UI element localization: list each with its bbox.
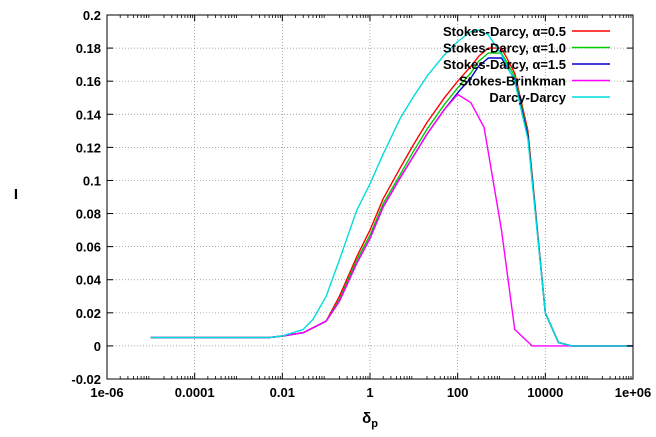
legend-label: Stokes-Darcy, α=0.5: [443, 24, 566, 39]
y-tick-label: 0.12: [76, 140, 101, 155]
x-axis-label-main: δ: [362, 410, 371, 427]
x-axis-label-subscript: p: [371, 418, 378, 430]
x-axis-label: δp: [362, 410, 378, 430]
x-tick-label: 1: [366, 385, 373, 400]
y-tick-label: 0: [94, 339, 101, 354]
y-tick-label: 0.02: [76, 306, 101, 321]
y-tick-label: 0.04: [76, 273, 102, 288]
x-tick-label: 1e-06: [90, 385, 123, 400]
legend-label: Stokes-Darcy, α=1.0: [443, 41, 566, 56]
y-tick-label: 0.1: [83, 173, 101, 188]
axis-ticks: 1e-06 0.0001 0.01 1 100 10000 1e+06 -0.02 0 0.02 0…: [71, 8, 651, 400]
y-tick-label: 0.14: [76, 107, 102, 122]
x-tick-label: 10000: [527, 385, 563, 400]
x-tick-label: 1e+06: [615, 385, 652, 400]
legend-label: Stokes-Darcy, α=1.5: [443, 57, 566, 72]
legend-label: Darcy-Darcy: [489, 90, 566, 105]
legend-label: Stokes-Brinkman: [459, 74, 566, 89]
series-line-5: [150, 29, 633, 347]
series-line-4: [150, 93, 633, 347]
y-tick-label: 0.06: [76, 240, 101, 255]
x-tick-label: 0.0001: [175, 385, 215, 400]
x-tick-label: 100: [447, 385, 469, 400]
y-tick-label: 0.08: [76, 207, 101, 222]
y-tick-label: -0.02: [71, 372, 101, 387]
x-tick-label: 0.01: [270, 385, 295, 400]
y-tick-label: 0.2: [83, 8, 101, 23]
y-tick-label: 0.18: [76, 41, 101, 56]
y-tick-label: 0.16: [76, 74, 101, 89]
y-axis-label: I: [14, 186, 18, 203]
series-lines: [150, 29, 633, 347]
